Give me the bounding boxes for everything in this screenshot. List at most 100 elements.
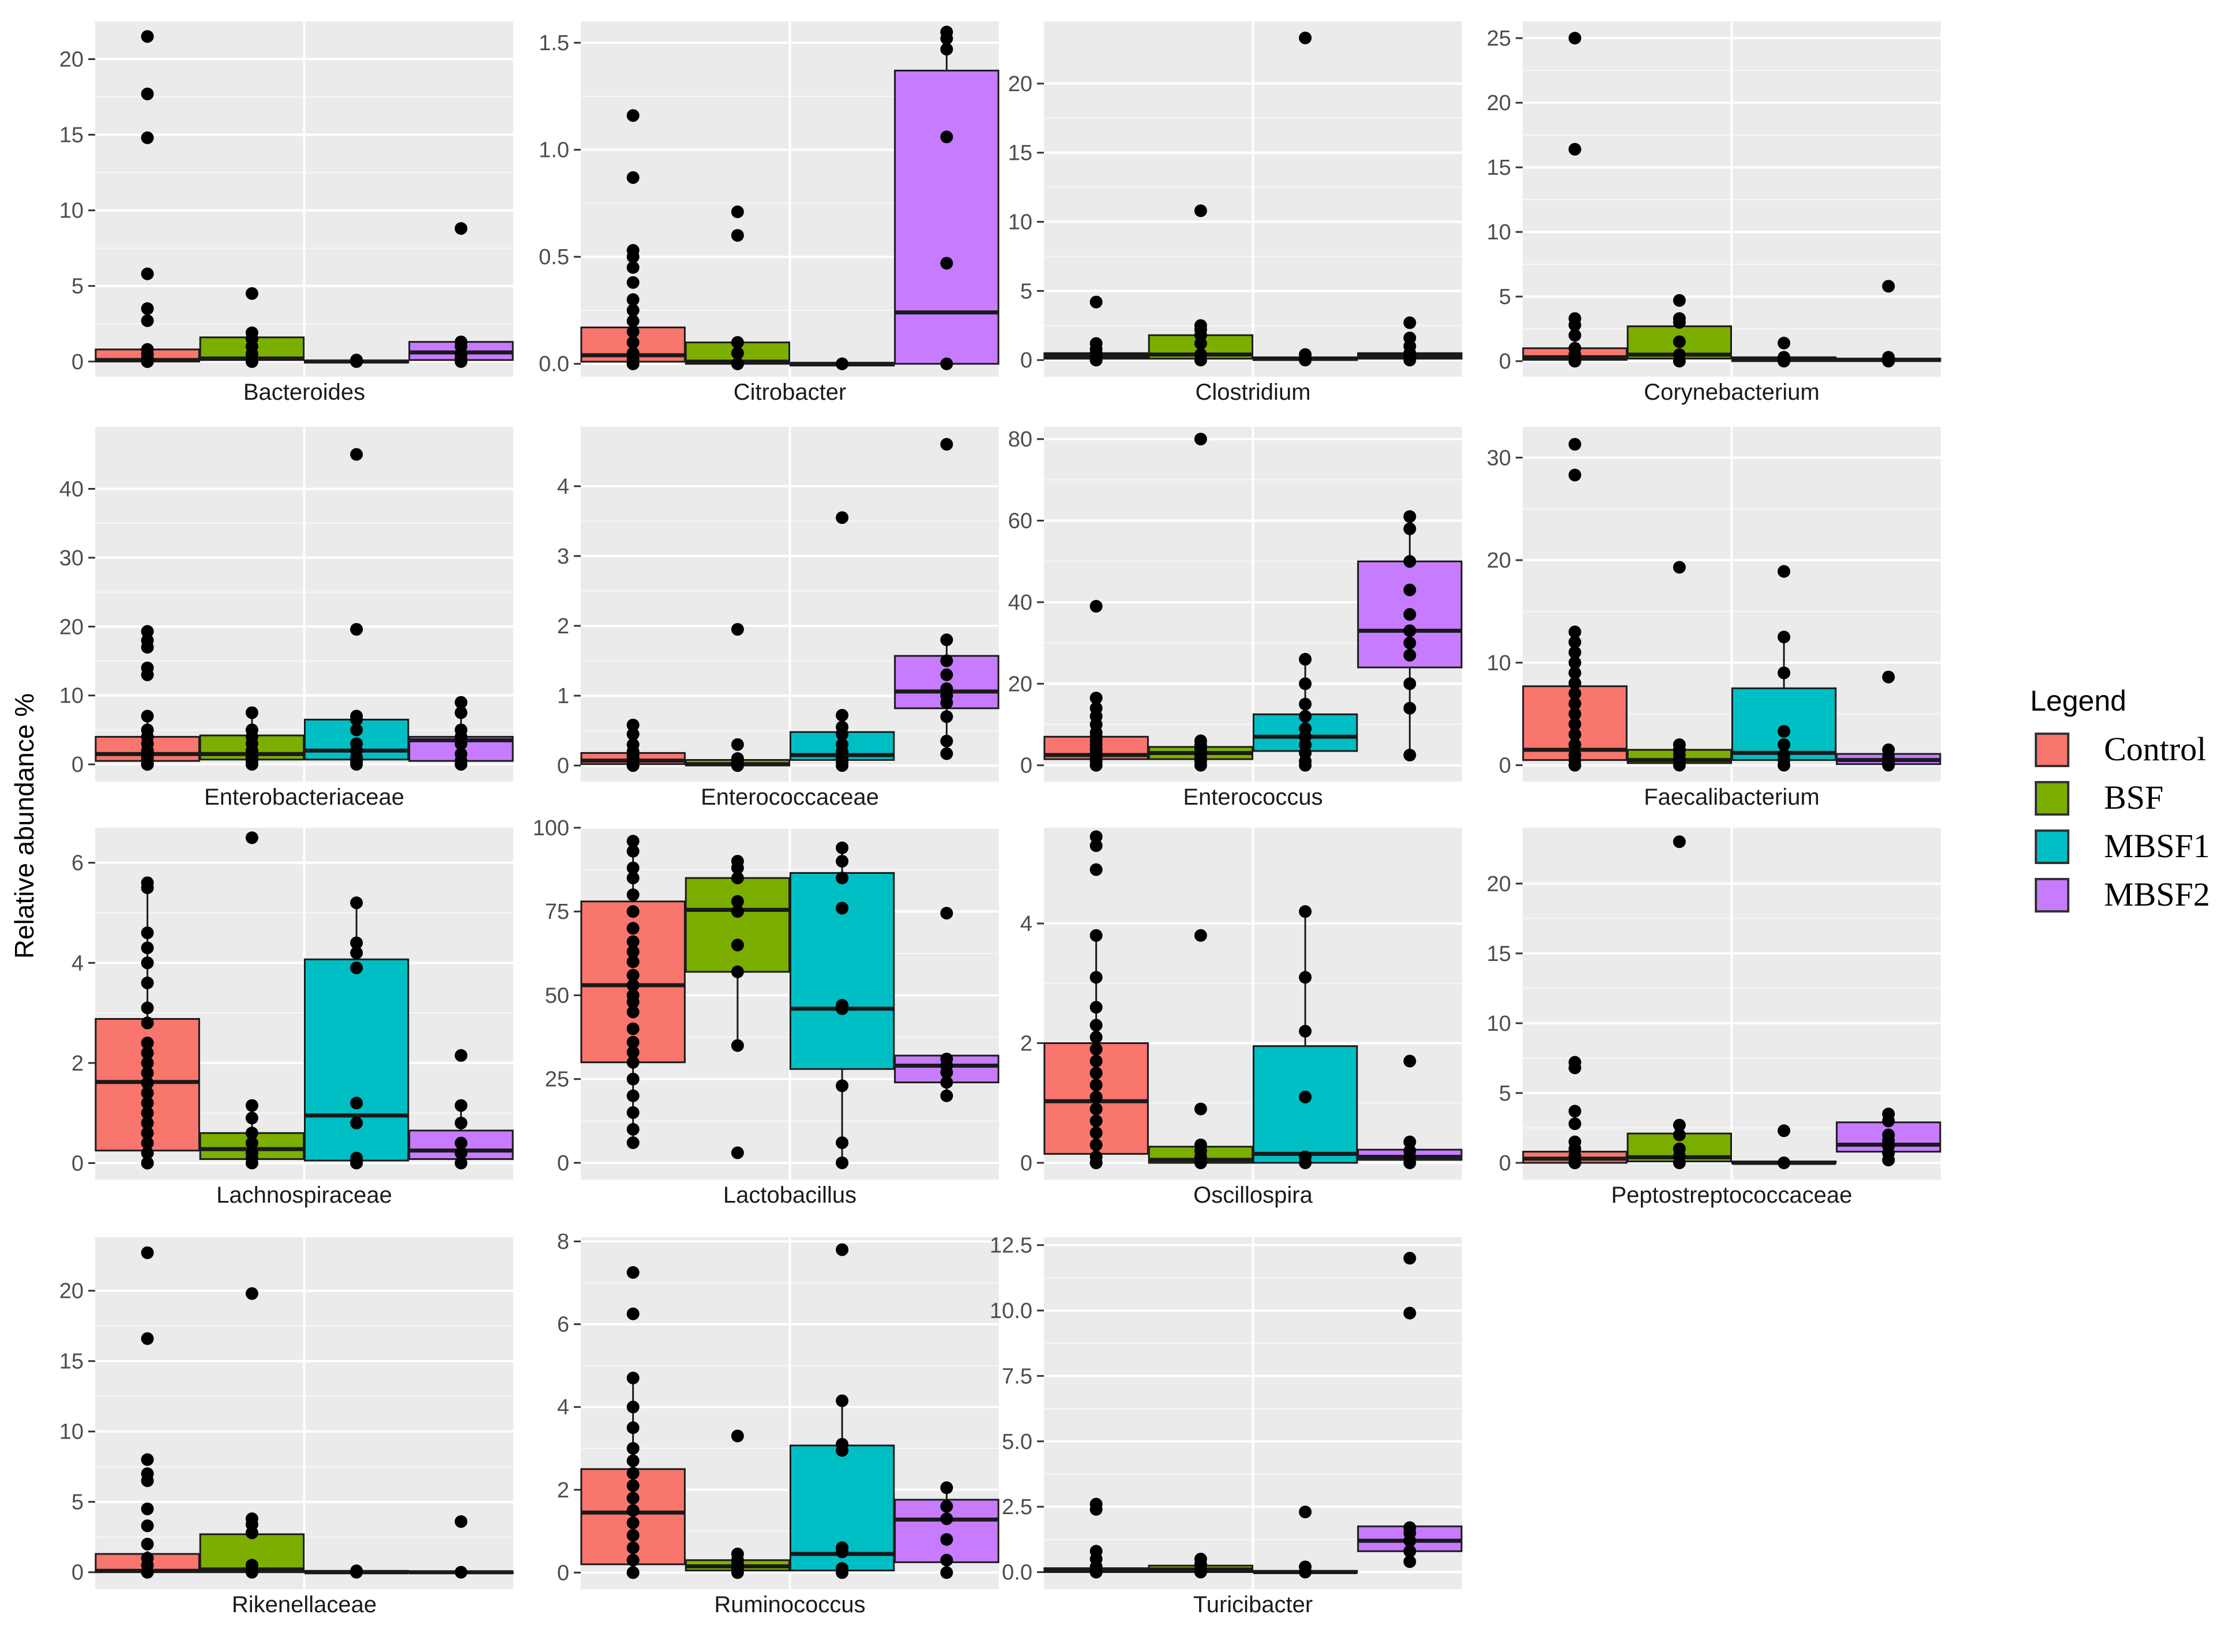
point-control bbox=[1568, 1056, 1581, 1069]
point-mbsf1 bbox=[836, 841, 849, 854]
point-mbsf1 bbox=[836, 872, 849, 885]
point-control bbox=[1089, 1138, 1103, 1151]
point-control bbox=[141, 1076, 154, 1090]
point-control bbox=[626, 738, 640, 751]
point-bsf bbox=[245, 1147, 258, 1160]
point-mbsf1 bbox=[1778, 738, 1791, 752]
point-control bbox=[626, 935, 640, 948]
point-control bbox=[626, 1529, 640, 1542]
point-bsf bbox=[731, 872, 744, 885]
point-control bbox=[141, 1086, 154, 1099]
point-control bbox=[626, 1307, 640, 1320]
point-control bbox=[141, 1097, 154, 1110]
point-mbsf2 bbox=[940, 710, 953, 723]
point-mbsf2 bbox=[454, 1147, 468, 1160]
point-control bbox=[626, 1553, 640, 1567]
legend-swatch-mbsf2 bbox=[2035, 878, 2069, 913]
point-control bbox=[1089, 1067, 1103, 1080]
point-control bbox=[626, 109, 640, 122]
y-tick-label: 0 bbox=[1499, 1151, 1511, 1176]
point-mbsf2 bbox=[1403, 510, 1416, 523]
point-control bbox=[626, 1022, 640, 1035]
point-mbsf1 bbox=[1299, 348, 1312, 361]
point-control bbox=[626, 989, 640, 1002]
y-tick-label: 10 bbox=[1008, 211, 1032, 235]
y-tick-label: 20 bbox=[59, 615, 84, 639]
point-control bbox=[626, 1504, 640, 1517]
y-tick-label: 15 bbox=[1487, 156, 1511, 180]
point-mbsf1 bbox=[350, 1564, 363, 1578]
y-tick-label: 0 bbox=[1499, 350, 1511, 374]
panel-label: Enterococcaceae bbox=[701, 784, 879, 810]
point-mbsf1 bbox=[1299, 722, 1312, 735]
panel-label: Enterobacteriaceae bbox=[204, 784, 404, 810]
point-control bbox=[141, 1519, 154, 1533]
point-control bbox=[141, 1552, 154, 1565]
point-control bbox=[1089, 295, 1103, 309]
point-mbsf1 bbox=[836, 1243, 849, 1256]
point-mbsf2 bbox=[1403, 555, 1416, 568]
point-mbsf2 bbox=[1403, 583, 1416, 596]
point-mbsf1 bbox=[1299, 31, 1312, 44]
point-mbsf1 bbox=[836, 1541, 849, 1555]
point-bsf bbox=[731, 905, 744, 918]
point-mbsf1 bbox=[350, 737, 363, 750]
point-mbsf2 bbox=[1882, 1107, 1895, 1121]
point-control bbox=[141, 1067, 154, 1080]
point-bsf bbox=[731, 229, 744, 242]
point-control bbox=[1568, 687, 1581, 700]
box-mbsf1 bbox=[789, 1444, 895, 1572]
point-mbsf1 bbox=[836, 720, 849, 734]
point-mbsf2 bbox=[1403, 749, 1416, 762]
legend-swatch-control bbox=[2035, 733, 2069, 767]
point-control bbox=[141, 1046, 154, 1060]
point-control bbox=[626, 1136, 640, 1150]
point-mbsf2 bbox=[940, 747, 953, 760]
point-control bbox=[626, 1516, 640, 1530]
y-tick-label: 20 bbox=[1487, 872, 1511, 896]
point-bsf bbox=[1194, 319, 1207, 332]
point-control bbox=[141, 709, 154, 723]
y-tick-label: 5 bbox=[1020, 279, 1032, 303]
point-control bbox=[626, 293, 640, 306]
point-mbsf2 bbox=[454, 222, 468, 235]
point-bsf bbox=[245, 1127, 258, 1140]
box-mbsf1 bbox=[1252, 1045, 1358, 1164]
point-control bbox=[1089, 1079, 1103, 1092]
point-control bbox=[626, 955, 640, 968]
point-control bbox=[626, 336, 640, 349]
point-control bbox=[1089, 1054, 1103, 1068]
y-tick-label: 0 bbox=[557, 754, 569, 778]
legend-item-bsf: BSF bbox=[2035, 779, 2163, 816]
point-bsf bbox=[1673, 348, 1686, 361]
point-control bbox=[626, 1372, 640, 1384]
y-tick-label: 3 bbox=[557, 545, 569, 569]
point-mbsf2 bbox=[1882, 351, 1895, 364]
y-tick-label: 10 bbox=[1487, 1012, 1511, 1036]
panel-clostridium: 0 5 10 15 20 Clostridium bbox=[1008, 21, 1463, 405]
point-control bbox=[626, 1467, 640, 1480]
legend-item-mbsf2: MBSF2 bbox=[2035, 876, 2210, 913]
legend-label-bsf: BSF bbox=[2104, 779, 2163, 816]
point-mbsf2 bbox=[454, 1565, 468, 1579]
point-control bbox=[141, 1127, 154, 1140]
point-control bbox=[626, 979, 640, 992]
point-mbsf2 bbox=[1882, 280, 1895, 293]
panel-label: Peptostreptococcaceae bbox=[1611, 1182, 1852, 1208]
y-tick-label: 0 bbox=[557, 1151, 569, 1176]
point-mbsf2 bbox=[940, 1512, 953, 1525]
point-mbsf1 bbox=[836, 708, 849, 722]
point-control bbox=[141, 661, 154, 674]
y-tick-label: 8 bbox=[557, 1230, 569, 1254]
point-control bbox=[1568, 728, 1581, 741]
point-control bbox=[626, 1421, 640, 1435]
point-mbsf2 bbox=[454, 1157, 468, 1170]
point-mbsf2 bbox=[454, 696, 468, 709]
panel-label: Faecalibacterium bbox=[1644, 784, 1820, 810]
panel-label: Rikenellaceae bbox=[232, 1592, 377, 1617]
point-control bbox=[141, 1453, 154, 1466]
point-control bbox=[626, 1479, 640, 1492]
point-mbsf2 bbox=[940, 1481, 953, 1495]
point-mbsf2 bbox=[1403, 1252, 1416, 1265]
